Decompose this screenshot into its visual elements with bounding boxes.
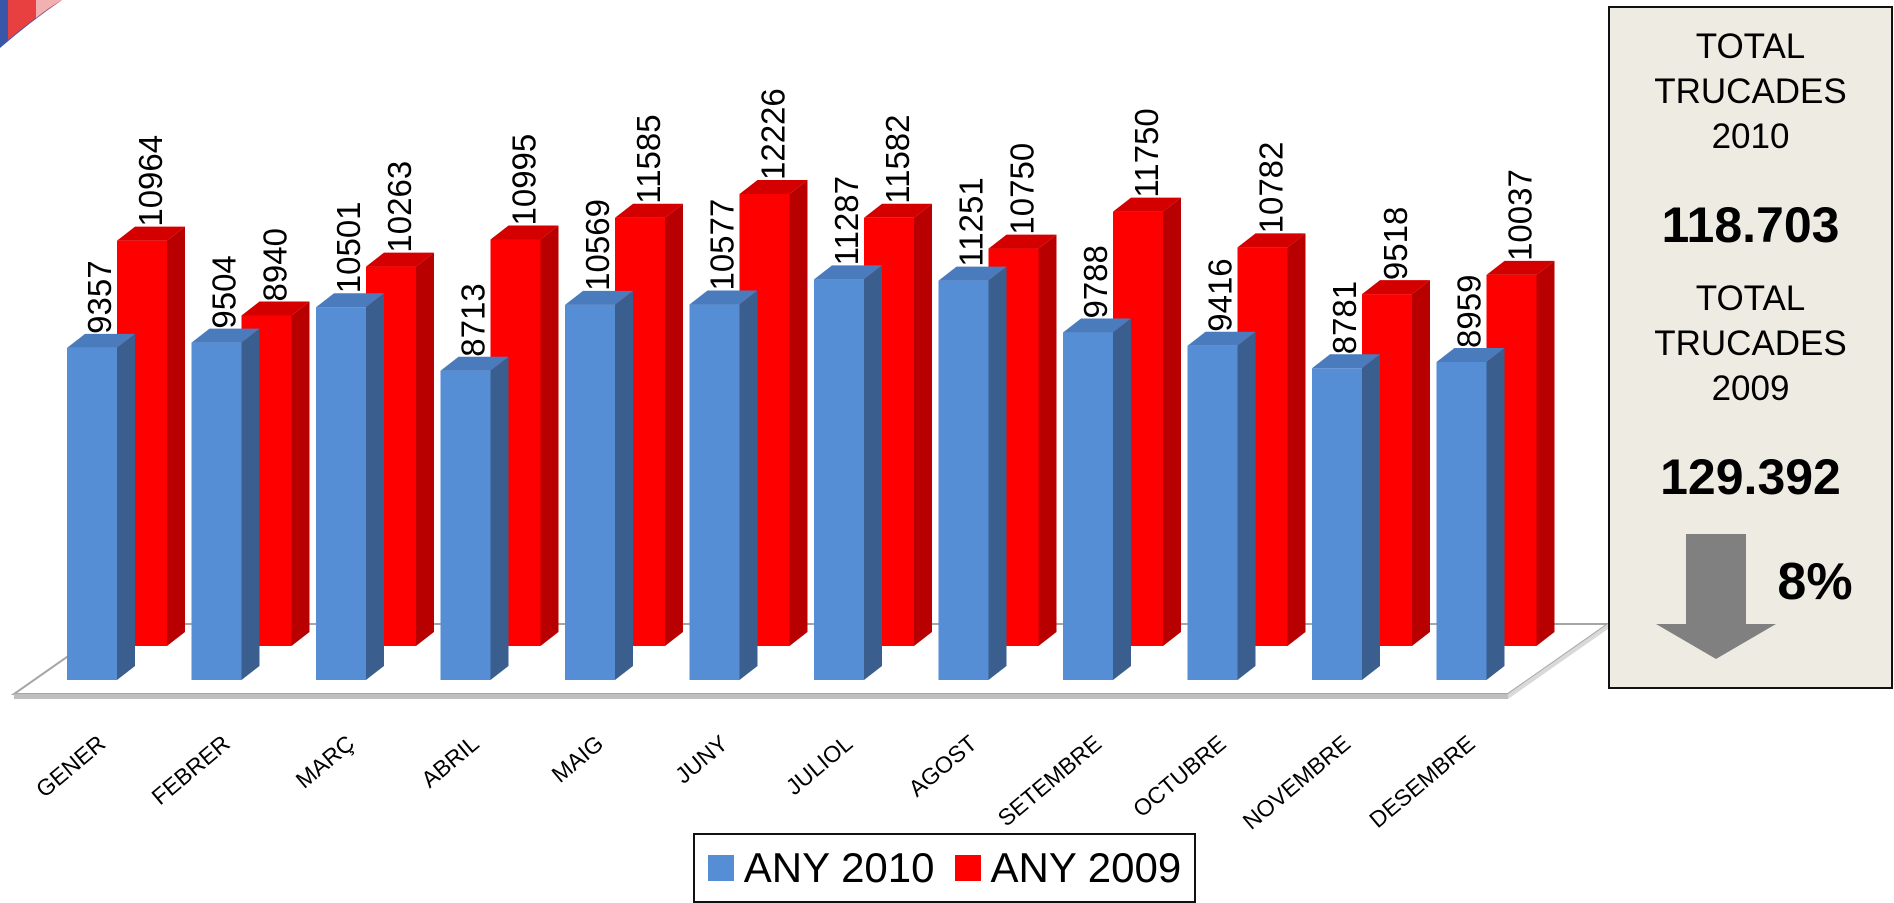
category-axis-labels: GENER FEBRER MARÇ ABRIL MAIG JUNY JULIOL AGOST S… bbox=[31, 730, 1480, 835]
arrow-down-icon bbox=[1656, 534, 1776, 659]
data-label-2010-4: 10569 bbox=[579, 199, 616, 291]
series-2010-bars bbox=[67, 265, 1505, 680]
category-label-3: ABRIL bbox=[416, 730, 484, 793]
legend-swatch-2009 bbox=[954, 855, 981, 881]
bar-2010-3 bbox=[440, 356, 509, 680]
bar-2010-1 bbox=[191, 328, 260, 680]
bar-2010-6 bbox=[814, 265, 882, 680]
data-label-2009-11: 10037 bbox=[1502, 169, 1539, 261]
data-label-2010-2: 10501 bbox=[330, 201, 367, 293]
bar-2010-8 bbox=[1063, 318, 1131, 680]
bar-2010-10 bbox=[1312, 354, 1380, 680]
data-label-2010-5: 10577 bbox=[704, 199, 741, 291]
category-label-9: OCTUBRE bbox=[1128, 730, 1231, 822]
legend-label-2010: ANY 2010 bbox=[743, 844, 935, 891]
change-percentage: 8% bbox=[1777, 553, 1853, 611]
data-label-2009-8: 11750 bbox=[1128, 108, 1165, 197]
category-label-1: FEBRER bbox=[147, 730, 235, 810]
bar-2010-7 bbox=[938, 266, 1007, 680]
data-label-2009-9: 10782 bbox=[1253, 142, 1290, 234]
data-labels: 10964 9357 8940 9504 10263 10501 10995 8713 1158… bbox=[81, 88, 1539, 356]
data-label-2009-2: 10263 bbox=[381, 161, 418, 253]
category-label-2: MARÇ bbox=[291, 730, 360, 793]
total-2009-label: TOTAL TRUCADES 2009 bbox=[1654, 279, 1847, 408]
bar-2010-2 bbox=[316, 293, 384, 680]
legend-item-2009: ANY 2009 bbox=[954, 844, 1182, 892]
data-label-2010-10: 8781 bbox=[1326, 281, 1363, 354]
bar-2010-9 bbox=[1187, 331, 1256, 680]
legend-item-2010: ANY 2010 bbox=[707, 844, 935, 892]
category-label-11: DESEMBRE bbox=[1364, 730, 1480, 833]
total-2010-label: TOTAL TRUCADES 2010 bbox=[1654, 27, 1847, 156]
data-label-2010-0: 9357 bbox=[81, 260, 118, 333]
totals-panel: TOTAL TRUCADES 2010 118.703 TOTAL TRUCAD… bbox=[1608, 6, 1893, 689]
category-label-6: JULIOL bbox=[781, 730, 858, 800]
category-label-5: JUNY bbox=[670, 730, 733, 789]
legend-label-2009: ANY 2009 bbox=[990, 844, 1182, 891]
category-label-4: MAIG bbox=[546, 730, 608, 788]
data-label-2009-6: 11582 bbox=[879, 114, 916, 203]
data-label-2009-1: 8940 bbox=[257, 228, 294, 301]
data-label-2010-6: 11287 bbox=[828, 176, 865, 265]
bar-2010-0 bbox=[67, 333, 135, 680]
data-label-2010-9: 9416 bbox=[1202, 258, 1239, 331]
data-label-2010-3: 8713 bbox=[455, 283, 492, 356]
data-label-2009-3: 10995 bbox=[506, 134, 543, 226]
bar-2010-11 bbox=[1436, 347, 1505, 680]
data-label-2010-11: 8959 bbox=[1451, 275, 1488, 348]
data-label-2009-7: 10750 bbox=[1004, 143, 1041, 235]
chart-legend: ANY 2010 ANY 2009 bbox=[693, 833, 1196, 903]
logo-fragment bbox=[0, 0, 62, 48]
data-label-2009-4: 11585 bbox=[630, 114, 667, 203]
data-label-2009-10: 9518 bbox=[1377, 207, 1414, 280]
total-2010-value: 118.703 bbox=[1661, 197, 1840, 253]
category-label-7: AGOST bbox=[903, 730, 981, 802]
total-2009-value: 129.392 bbox=[1660, 449, 1841, 505]
bar-2009-0 bbox=[117, 226, 185, 647]
data-label-2010-7: 11251 bbox=[953, 177, 990, 266]
category-label-0: GENER bbox=[31, 730, 110, 802]
category-label-10: NOVEMBRE bbox=[1238, 730, 1356, 835]
category-label-8: SETEMBRE bbox=[993, 730, 1107, 831]
bar-2010-4 bbox=[565, 290, 633, 680]
data-label-2009-0: 10964 bbox=[132, 135, 169, 227]
data-label-2010-8: 9788 bbox=[1077, 245, 1114, 318]
bar-2010-5 bbox=[689, 290, 758, 680]
data-label-2010-1: 9504 bbox=[206, 255, 243, 328]
data-label-2009-5: 12226 bbox=[755, 88, 792, 180]
legend-swatch-2010 bbox=[707, 855, 734, 881]
